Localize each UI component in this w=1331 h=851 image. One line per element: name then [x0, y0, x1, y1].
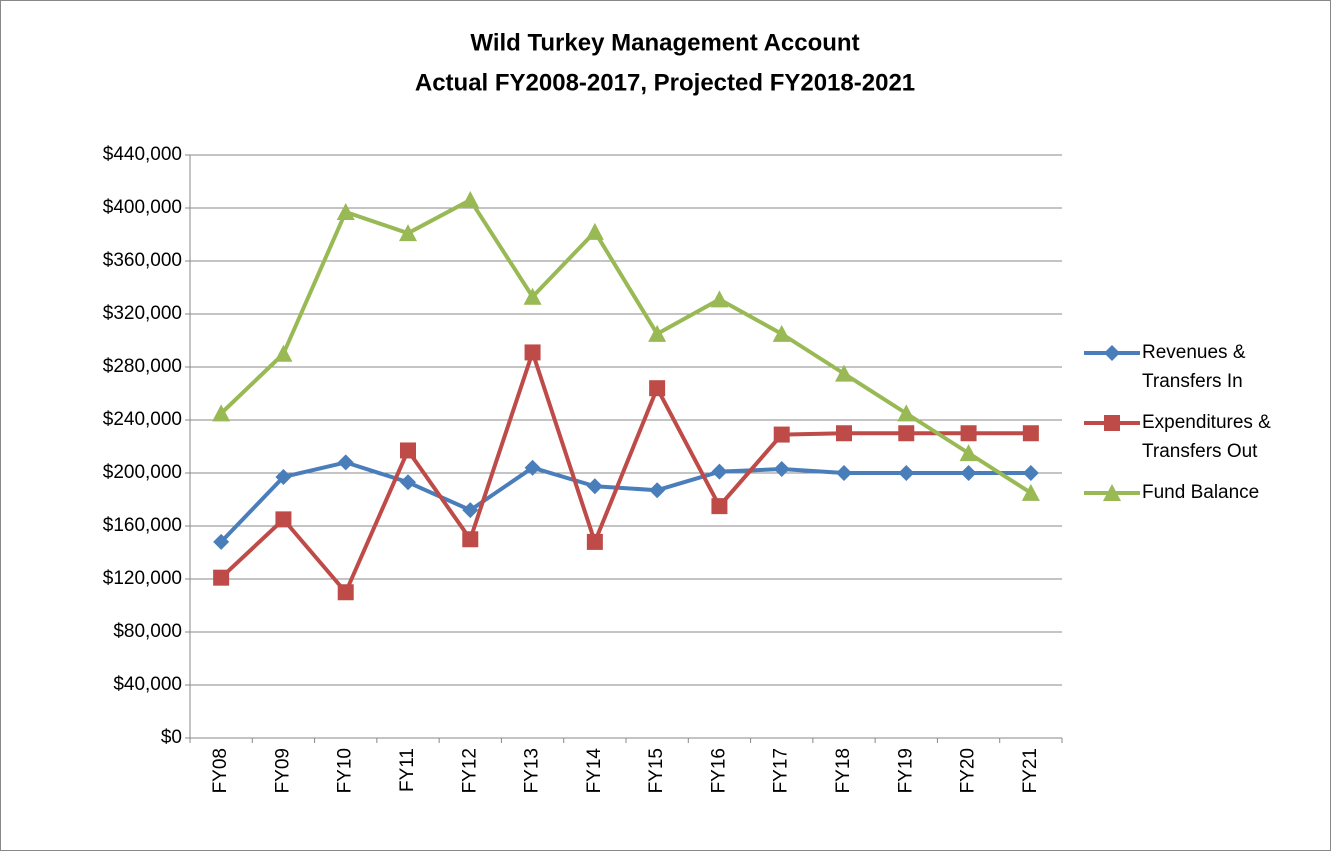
- x-tick-label: FY20: [958, 748, 979, 793]
- marker: [275, 468, 292, 485]
- y-tick-label: $280,000: [103, 356, 182, 377]
- marker: [337, 454, 354, 471]
- series-line: [219, 198, 1032, 495]
- x-tick-label: FY10: [335, 748, 356, 793]
- y-tick-label: $400,000: [103, 197, 182, 218]
- marker: [336, 202, 355, 220]
- x-tick-label: FY17: [771, 748, 792, 793]
- marker: [1022, 425, 1039, 442]
- marker: [648, 324, 667, 342]
- marker: [773, 426, 790, 443]
- marker: [1022, 465, 1039, 481]
- marker: [462, 502, 479, 519]
- marker: [524, 459, 541, 476]
- x-tick-label: FY16: [708, 748, 729, 793]
- y-tick-label: $40,000: [113, 674, 182, 695]
- marker: [586, 478, 603, 495]
- x-tick-label: FY19: [895, 748, 916, 793]
- marker: [836, 465, 852, 481]
- y-tick-label: $360,000: [103, 250, 182, 271]
- x-tick-label: FY13: [522, 748, 543, 793]
- marker: [337, 584, 354, 601]
- marker: [711, 463, 728, 480]
- marker: [524, 344, 541, 361]
- marker: [649, 380, 666, 397]
- legend: Revenues & Transfers In Expenditures & Tr…: [1082, 338, 1322, 519]
- marker: [461, 191, 480, 209]
- marker: [960, 465, 977, 481]
- y-tick-label: $320,000: [103, 303, 182, 324]
- x-tick-label: FY12: [459, 748, 480, 793]
- marker: [898, 425, 915, 442]
- legend-swatch: [1084, 415, 1140, 431]
- marker: [274, 344, 293, 362]
- marker: [212, 404, 231, 422]
- marker: [462, 531, 479, 548]
- legend-swatch: [1084, 484, 1140, 501]
- marker: [400, 442, 416, 459]
- marker: [649, 482, 666, 499]
- legend-label: Expenditures & Transfers Out: [1142, 412, 1271, 462]
- y-tick-label: $440,000: [103, 144, 182, 165]
- marker: [1103, 484, 1121, 501]
- marker: [711, 498, 728, 515]
- x-tick-label: FY09: [272, 748, 293, 793]
- marker: [836, 425, 852, 442]
- x-tick-label: FY21: [1020, 748, 1041, 793]
- chart-subtitle: Actual FY2008-2017, Projected FY2018-202…: [415, 69, 915, 96]
- y-tick-label: $0: [161, 727, 182, 748]
- legend-item: Revenues & Transfers In: [1082, 338, 1322, 396]
- legend-item: Fund Balance: [1082, 478, 1322, 507]
- marker: [960, 425, 977, 442]
- marker: [710, 290, 729, 308]
- marker: [1104, 415, 1120, 431]
- y-tick-label: $240,000: [103, 409, 182, 430]
- x-tick-label: FY15: [646, 748, 667, 793]
- y-tick-label: $160,000: [103, 515, 182, 536]
- legend-label: Revenues & Transfers In: [1142, 342, 1246, 392]
- legend-label: Fund Balance: [1142, 482, 1260, 503]
- legend-item: Expenditures & Transfers Out: [1082, 408, 1322, 466]
- marker: [959, 444, 978, 462]
- marker: [399, 224, 417, 242]
- legend-swatch: [1084, 345, 1140, 361]
- marker: [773, 461, 790, 478]
- marker: [213, 533, 230, 550]
- marker: [1021, 483, 1040, 501]
- marker: [585, 222, 604, 240]
- marker: [275, 511, 292, 528]
- y-tick-label: $120,000: [103, 568, 182, 589]
- x-tick-label: FY14: [584, 748, 605, 794]
- chart-title: Wild Turkey Management Account: [470, 29, 859, 56]
- marker: [586, 533, 603, 550]
- series-line: [219, 460, 1031, 544]
- marker: [523, 287, 542, 305]
- y-tick-label: $200,000: [103, 462, 182, 483]
- y-tick-label: $80,000: [113, 621, 182, 642]
- x-tick-label: FY11: [397, 748, 418, 792]
- x-tick-label: FY08: [210, 748, 231, 793]
- series-line: [219, 350, 1031, 595]
- marker: [898, 465, 915, 481]
- marker: [400, 474, 416, 491]
- marker: [835, 364, 853, 382]
- marker: [1104, 345, 1120, 361]
- x-tick-label: FY18: [833, 748, 854, 793]
- marker: [772, 324, 791, 342]
- marker: [213, 569, 230, 586]
- marker: [897, 404, 916, 422]
